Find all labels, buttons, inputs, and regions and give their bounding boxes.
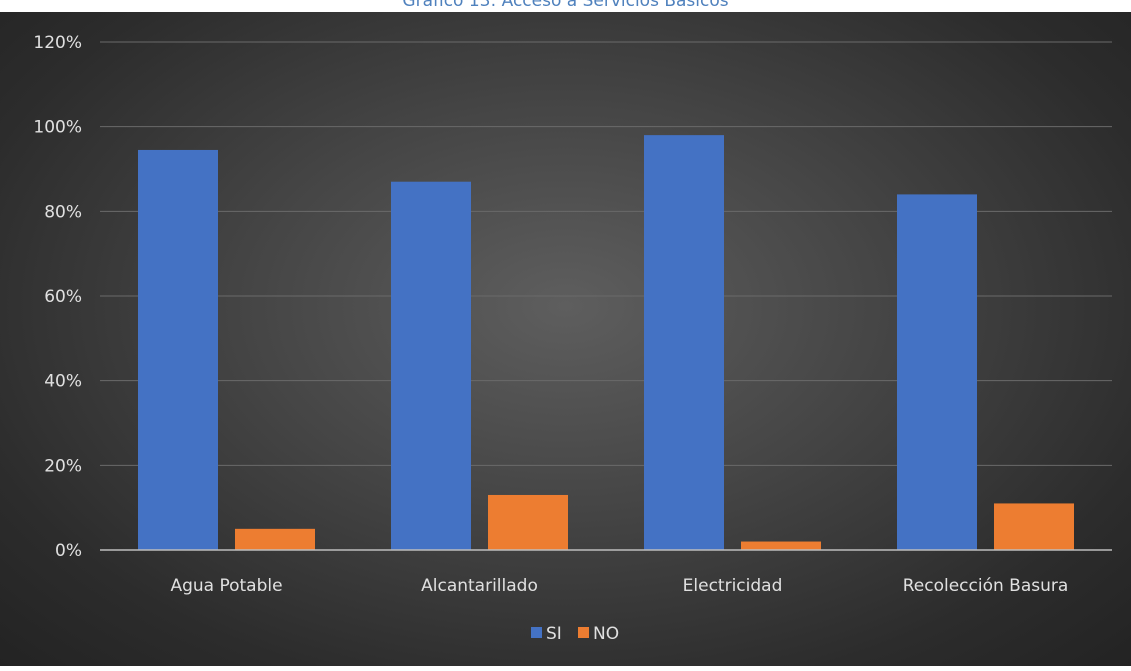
y-tick-label: 120% — [33, 33, 82, 53]
bar-no — [994, 503, 1074, 550]
bar-si — [644, 135, 724, 550]
bar-si — [138, 149, 218, 550]
bar-si — [391, 181, 471, 550]
bars — [138, 135, 1074, 550]
bar-no — [488, 494, 568, 550]
legend: SI NO — [531, 624, 619, 644]
page-title: Gráfico 13: Acceso a Servicios Básicos — [402, 0, 729, 11]
x-axis-ticks: Agua Potable Alcantarillado Electricidad Re… — [170, 576, 1068, 596]
bar-chart: 0% 20% 40% 60% 80% 100% 120% Agua Potable Alcan… — [33, 33, 1112, 644]
x-tick-label: Alcantarillado — [421, 576, 538, 596]
x-tick-label: Electricidad — [683, 576, 783, 596]
legend-swatch-si — [531, 627, 542, 638]
bar-si — [897, 194, 977, 550]
y-tick-label: 40% — [44, 372, 82, 392]
chart-area: 0% 20% 40% 60% 80% 100% 120% Agua Potable Alcan… — [0, 12, 1131, 666]
legend-swatch-no — [578, 627, 589, 638]
legend-label: SI — [546, 624, 562, 644]
bar-no — [741, 541, 821, 550]
y-axis-ticks: 0% 20% 40% 60% 80% 100% 120% — [33, 33, 82, 561]
x-tick-label: Agua Potable — [170, 576, 282, 596]
x-tick-label: Recolección Basura — [903, 576, 1069, 596]
bar-no — [235, 528, 315, 550]
y-tick-label: 60% — [44, 287, 82, 307]
y-tick-label: 20% — [44, 456, 82, 476]
y-tick-label: 100% — [33, 118, 82, 138]
legend-label: NO — [593, 624, 619, 644]
y-tick-label: 80% — [44, 202, 82, 222]
y-tick-label: 0% — [55, 541, 82, 561]
